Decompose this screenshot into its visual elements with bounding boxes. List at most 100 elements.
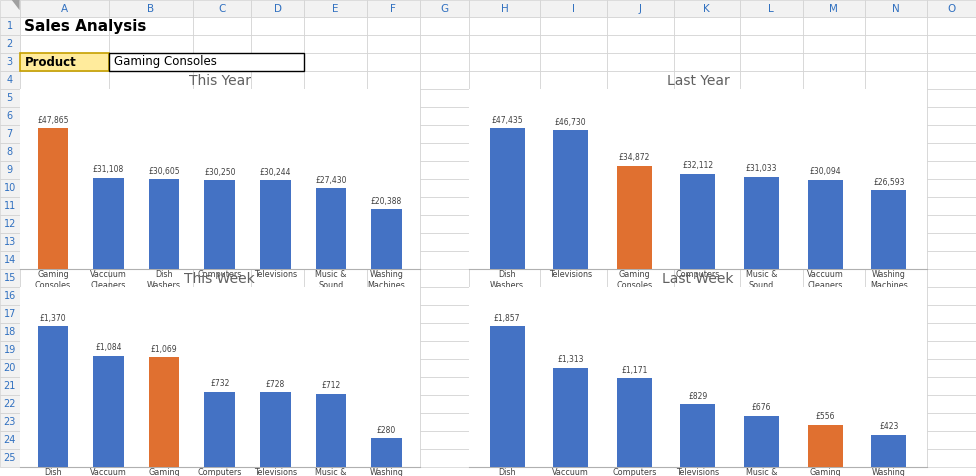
Bar [673, 377, 740, 395]
Text: 6: 6 [7, 111, 13, 121]
Bar [802, 71, 865, 89]
Text: £30,250: £30,250 [204, 168, 235, 177]
Bar [420, 413, 468, 431]
Bar [149, 357, 180, 467]
Bar [193, 179, 251, 197]
Bar [193, 413, 251, 431]
Bar [802, 215, 865, 233]
Bar [20, 449, 108, 467]
Bar [0, 161, 20, 179]
Text: 14: 14 [4, 255, 16, 265]
Bar [490, 327, 524, 467]
Bar [927, 395, 976, 413]
Bar [740, 89, 802, 107]
Bar [740, 251, 802, 269]
Bar [802, 269, 865, 287]
Bar [540, 71, 607, 89]
Title: This Year: This Year [188, 74, 251, 88]
Bar [927, 143, 976, 161]
Text: £1,069: £1,069 [151, 345, 178, 354]
Title: Last Week: Last Week [663, 272, 734, 286]
Bar [540, 449, 607, 467]
Bar [802, 0, 865, 17]
Bar [808, 425, 842, 467]
Bar [305, 431, 367, 449]
Bar [607, 413, 673, 431]
Bar [367, 287, 420, 305]
Text: £676: £676 [752, 403, 771, 412]
Bar [251, 449, 305, 467]
Text: 22: 22 [4, 399, 16, 409]
Text: H: H [501, 3, 508, 13]
Text: 25: 25 [4, 453, 16, 463]
Text: J: J [638, 3, 641, 13]
Bar [673, 125, 740, 143]
Bar [802, 413, 865, 431]
Bar [193, 431, 251, 449]
Bar [20, 395, 108, 413]
Bar [802, 305, 865, 323]
Bar [865, 305, 927, 323]
Text: 15: 15 [4, 273, 16, 283]
Title: This Week: This Week [184, 272, 255, 286]
Bar [193, 143, 251, 161]
Text: Product: Product [24, 56, 76, 69]
Text: 3: 3 [7, 57, 13, 67]
Bar [607, 197, 673, 215]
Bar [315, 188, 346, 269]
Bar [673, 53, 740, 71]
Bar [305, 287, 367, 305]
Bar [927, 17, 976, 35]
Bar [802, 323, 865, 341]
Bar [540, 305, 607, 323]
Text: £47,435: £47,435 [491, 116, 523, 125]
Bar [744, 177, 779, 269]
Bar [0, 269, 20, 287]
Bar [193, 359, 251, 377]
Bar [802, 17, 865, 35]
Bar [865, 251, 927, 269]
Bar [251, 413, 305, 431]
Bar [468, 323, 540, 341]
Bar [490, 129, 524, 269]
Bar [927, 161, 976, 179]
Text: 1: 1 [7, 21, 13, 31]
Text: 19: 19 [4, 345, 16, 355]
Bar [251, 107, 305, 125]
Bar [865, 17, 927, 35]
Bar [540, 197, 607, 215]
Text: £30,094: £30,094 [809, 167, 841, 176]
Bar [927, 377, 976, 395]
Bar [0, 251, 20, 269]
Bar [607, 377, 673, 395]
Bar [927, 287, 976, 305]
Bar [420, 71, 468, 89]
Bar [20, 17, 108, 35]
Bar [468, 431, 540, 449]
Bar [20, 71, 108, 89]
Text: £27,430: £27,430 [315, 176, 346, 185]
Bar [802, 395, 865, 413]
Bar [607, 215, 673, 233]
Text: £34,872: £34,872 [619, 153, 650, 162]
Bar [927, 0, 976, 17]
Bar [927, 215, 976, 233]
Bar [420, 251, 468, 269]
Bar [617, 378, 652, 467]
Bar [108, 323, 193, 341]
Bar [193, 161, 251, 179]
Bar [108, 17, 193, 35]
Bar [367, 323, 420, 341]
Bar [802, 143, 865, 161]
Bar [193, 0, 251, 17]
Bar [740, 53, 802, 71]
Bar [740, 395, 802, 413]
Bar [673, 431, 740, 449]
Bar [260, 392, 291, 467]
Bar [927, 449, 976, 467]
Text: K: K [704, 3, 711, 13]
Text: £30,605: £30,605 [148, 167, 180, 176]
Bar [367, 179, 420, 197]
Bar [20, 269, 108, 287]
Bar [607, 17, 673, 35]
